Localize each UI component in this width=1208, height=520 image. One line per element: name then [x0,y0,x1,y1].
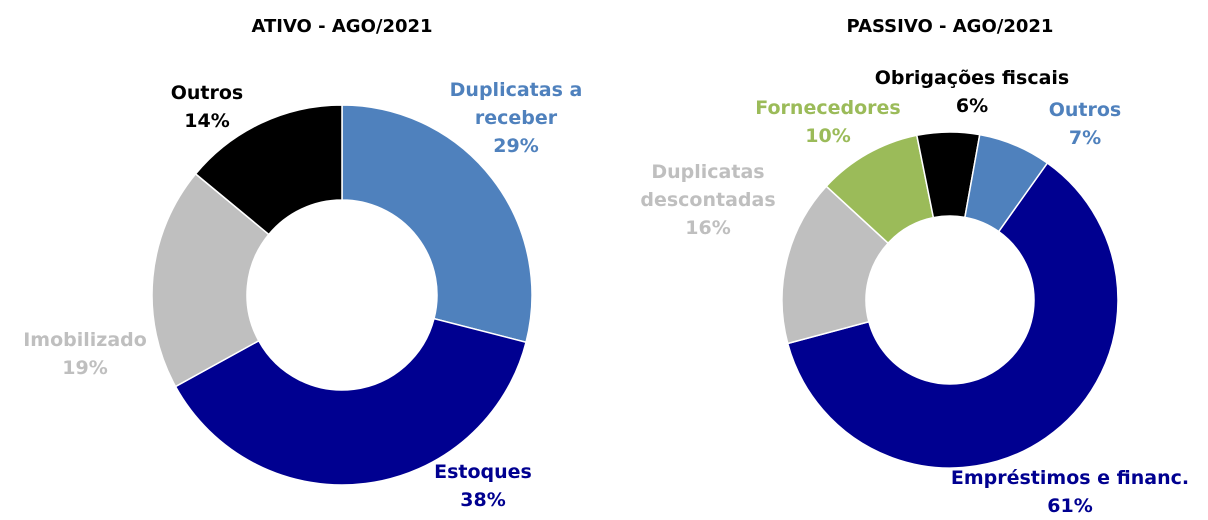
category-label: Obrigações fiscais [874,67,1070,89]
value-label: 7% [1068,127,1102,149]
category-label: Duplicatas a receber [449,79,583,129]
value-label: 19% [62,357,108,379]
segment-label: Outros 7% [1035,96,1135,152]
segment-label: Fornecedores 10% [748,94,908,150]
category-label: Estoques [434,461,532,483]
value-label: 6% [955,95,989,117]
value-label: 29% [493,135,539,157]
category-label: Outros [1048,99,1122,121]
segment-label: Estoques 38% [413,458,553,514]
category-label: Empréstimos e financ. [950,467,1190,489]
category-label: Fornecedores [755,97,901,119]
category-label: Duplicatas descontadas [640,161,776,211]
value-label: 38% [460,489,506,511]
segment-label: Duplicatas descontadas 16% [618,158,798,242]
chart-title: PASSIVO - AGO/2021 [846,16,1054,37]
donut-segment [964,133,1049,233]
category-label: Outros [170,82,244,104]
donut-segment [786,162,1119,469]
chart-title: ATIVO - AGO/2021 [251,16,433,37]
donut-segment [341,104,533,344]
donut-segment [194,104,343,236]
category-label: Imobilizado [23,329,147,351]
segment-label: Duplicatas a receber 29% [431,76,601,160]
segment-label: Outros 14% [147,79,267,135]
value-label: 61% [1047,495,1093,517]
donut-segment [174,317,527,486]
donut-segment [151,172,270,388]
value-label: 16% [685,217,731,239]
segment-label: Imobilizado 19% [5,326,165,382]
segment-label: Obrigações fiscais 6% [852,64,1092,120]
value-label: 10% [805,125,851,147]
value-label: 14% [184,110,230,132]
